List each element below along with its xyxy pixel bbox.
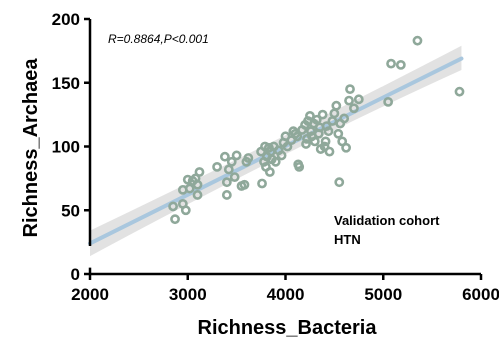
data-point: [219, 151, 230, 162]
data-point: [223, 164, 234, 175]
axes: 2000 3000 4000 5000 6000 0 50 100 150 200: [52, 10, 499, 304]
data-point: [243, 153, 254, 163]
data-point: [311, 114, 322, 125]
y-tick-label: 0: [71, 265, 80, 284]
data-point: [194, 167, 205, 177]
x-tick-label: 4000: [267, 285, 305, 304]
x-axis-title: Richness_Bacteria: [198, 317, 378, 339]
data-point: [395, 60, 406, 70]
stat-annotation: R=0.8864,P<0.001: [108, 32, 209, 46]
data-point: [320, 136, 331, 147]
data-point: [383, 96, 394, 107]
y-tick-label: 50: [61, 201, 80, 220]
data-point: [221, 190, 232, 200]
data-point: [231, 150, 242, 161]
x-tick-label: 3000: [169, 285, 207, 304]
y-tick-label: 150: [52, 74, 80, 93]
data-point: [317, 109, 328, 120]
data-point: [341, 142, 352, 153]
data-point: [386, 58, 396, 69]
data-point: [180, 205, 191, 216]
data-point: [309, 136, 320, 147]
legend-line-1: Validation cohort: [334, 213, 440, 228]
data-point: [339, 113, 350, 124]
data-point: [229, 172, 240, 182]
data-point: [192, 190, 203, 200]
data-point: [412, 35, 423, 46]
data-point: [324, 146, 335, 157]
data-point: [292, 131, 303, 142]
data-point: [184, 183, 195, 194]
data-point: [319, 141, 330, 152]
legend-line-2: HTN: [334, 232, 361, 247]
data-point: [239, 179, 250, 190]
data-point: [221, 177, 232, 188]
x-tick-label: 2000: [71, 285, 109, 304]
data-point: [345, 84, 355, 95]
data-point: [226, 156, 237, 167]
x-tick-label: 5000: [364, 285, 402, 304]
data-point: [212, 161, 222, 172]
data-point: [294, 161, 305, 172]
data-point: [333, 128, 344, 139]
data-point: [344, 95, 354, 106]
data-point: [257, 178, 267, 189]
data-point: [306, 126, 316, 137]
data-point: [264, 167, 275, 177]
data-point: [454, 86, 465, 97]
data-points: [168, 35, 465, 225]
data-point: [305, 111, 315, 121]
data-point: [331, 100, 342, 111]
data-point: [170, 214, 180, 225]
x-tick-label: 6000: [462, 285, 499, 304]
data-point: [276, 150, 287, 161]
data-point: [323, 126, 334, 137]
data-point: [334, 177, 345, 188]
y-tick-label: 100: [52, 138, 80, 157]
data-point: [349, 103, 359, 114]
data-point: [270, 156, 281, 167]
data-point: [353, 94, 364, 105]
data-point: [168, 201, 178, 212]
y-tick-label: 200: [52, 10, 80, 29]
data-point: [192, 179, 203, 190]
y-axis-title: Richness_Archaea: [20, 58, 42, 238]
data-point: [301, 139, 311, 149]
